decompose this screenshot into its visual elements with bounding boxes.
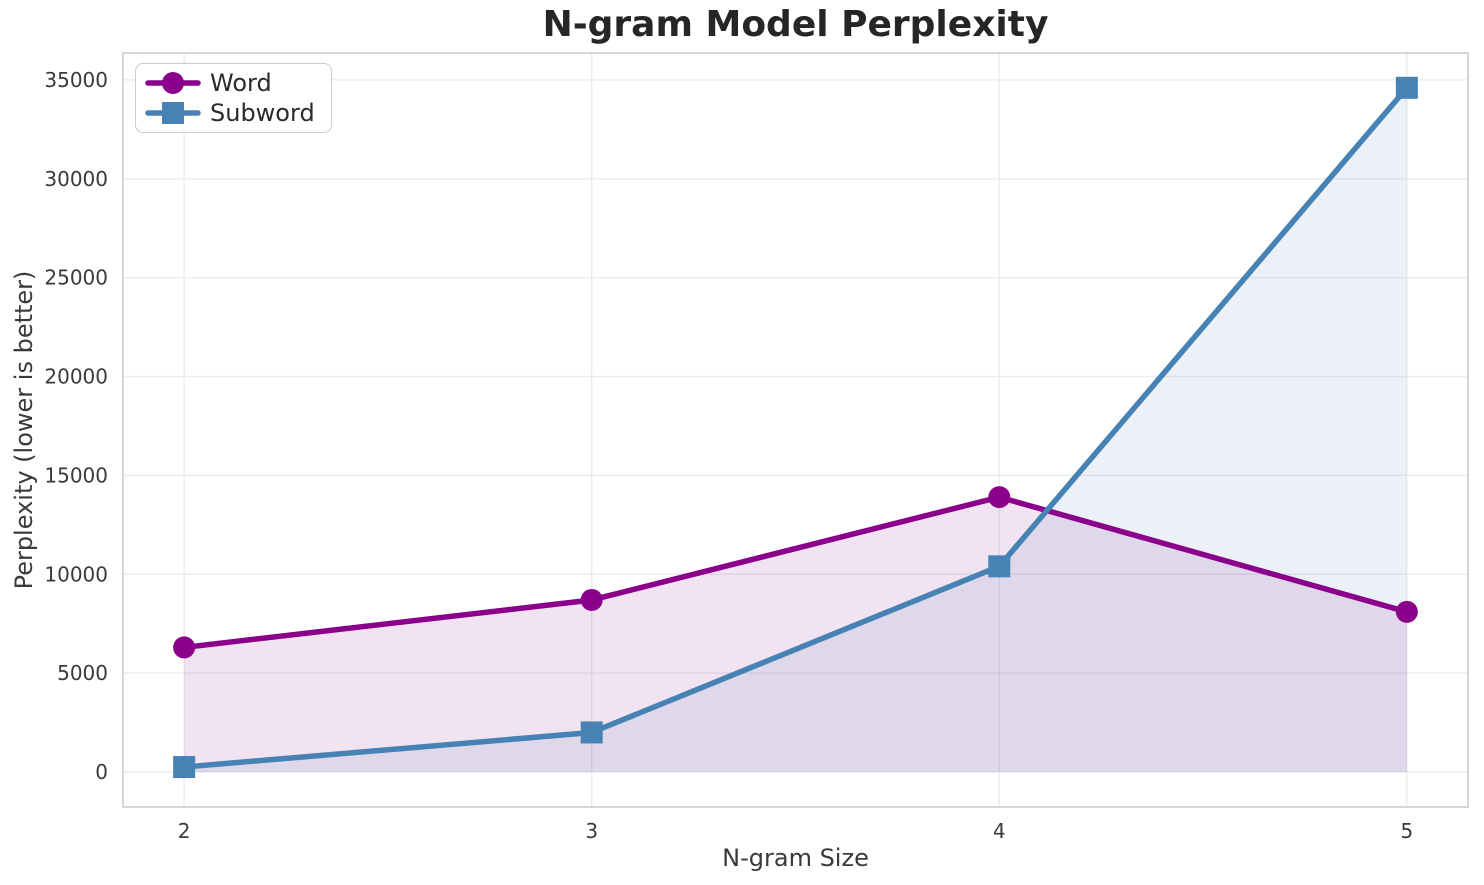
- legend: Word Subword: [135, 63, 332, 133]
- y-axis-label: Perplexity (lower is better): [10, 270, 38, 590]
- word-marker-x5: [1395, 600, 1418, 623]
- y-tick-label: 30000: [44, 167, 108, 191]
- subword-marker-x4: [988, 555, 1011, 578]
- x-tick-label: 2: [178, 819, 191, 843]
- subword-marker-x5: [1395, 76, 1418, 99]
- word-marker-x4: [988, 486, 1011, 509]
- word-marker-x3: [580, 588, 603, 611]
- subword-marker-x3: [580, 721, 603, 744]
- word-marker-sample-icon: [145, 72, 201, 94]
- legend-label-word: Word: [210, 69, 272, 97]
- subword-marker-sample-icon: [145, 102, 201, 124]
- word-marker-x2: [173, 636, 196, 659]
- word-area-fill: [184, 497, 1407, 772]
- x-tick-label: 5: [1400, 819, 1413, 843]
- x-tick-label: 4: [993, 819, 1006, 843]
- chart-title: N-gram Model Perplexity: [542, 4, 1049, 45]
- legend-label-subword: Subword: [210, 99, 315, 127]
- y-tick-label: 10000: [44, 562, 108, 586]
- y-tick-label: 0: [95, 760, 108, 784]
- x-axis-label: N-gram Size: [722, 844, 869, 872]
- y-tick-label: 35000: [44, 68, 108, 92]
- subword-area-fill: [184, 87, 1407, 772]
- y-tick-label: 25000: [44, 266, 108, 290]
- legend-item-word: Word: [145, 68, 315, 98]
- subword-line: [181, 85, 1410, 770]
- y-tick-label: 15000: [44, 463, 108, 487]
- legend-item-subword: Subword: [145, 98, 315, 128]
- plot-border: [122, 52, 1469, 808]
- subword-marker-x2: [173, 756, 196, 779]
- y-tick-label: 5000: [57, 661, 108, 685]
- y-tick-label: 20000: [44, 365, 108, 389]
- x-tick-label: 3: [585, 819, 598, 843]
- word-line: [181, 494, 1410, 651]
